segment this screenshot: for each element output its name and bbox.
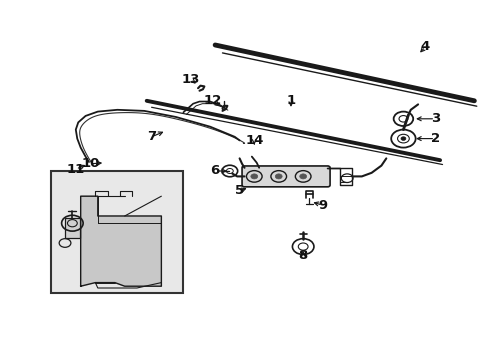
Circle shape (400, 137, 405, 140)
Text: 10: 10 (81, 157, 100, 170)
Bar (51, 171, 183, 293)
Text: 14: 14 (244, 134, 263, 147)
Circle shape (275, 174, 282, 179)
Text: 4: 4 (420, 40, 429, 53)
Text: 11: 11 (66, 163, 85, 176)
Text: 6: 6 (210, 165, 219, 177)
Text: 9: 9 (318, 199, 326, 212)
Polygon shape (81, 196, 161, 286)
Text: 8: 8 (298, 249, 307, 262)
Text: 3: 3 (430, 112, 439, 125)
FancyBboxPatch shape (242, 166, 329, 187)
Text: 2: 2 (430, 132, 439, 145)
Circle shape (250, 174, 257, 179)
Bar (65, 218, 80, 238)
Circle shape (299, 174, 306, 179)
Text: 7: 7 (147, 130, 156, 143)
Text: 13: 13 (181, 73, 200, 86)
Text: 5: 5 (235, 184, 244, 197)
Text: 1: 1 (286, 94, 295, 107)
Text: 12: 12 (203, 94, 222, 107)
